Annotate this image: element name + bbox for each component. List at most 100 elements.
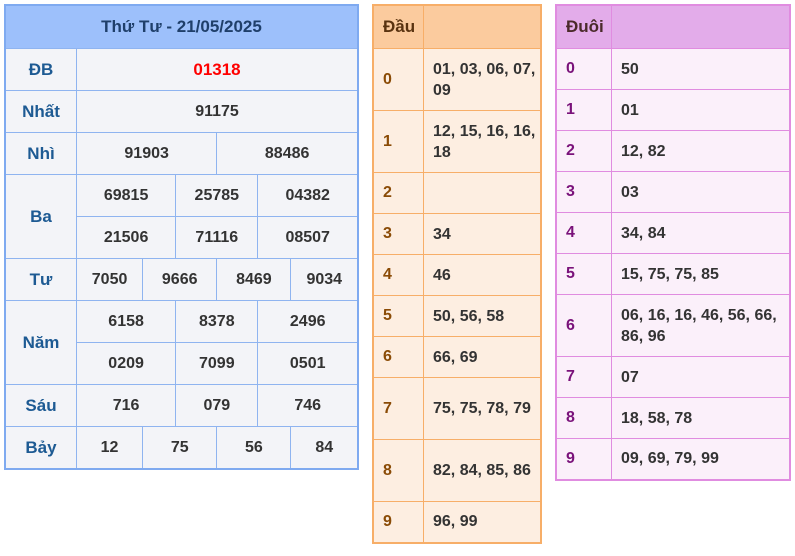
label-db: ĐB xyxy=(4,48,77,91)
prize-db: 01318 xyxy=(76,48,359,91)
dau-row: 8 82, 84, 85, 86 xyxy=(372,439,542,502)
prize-sau: 079 xyxy=(175,384,259,427)
prize-bay: 12 xyxy=(75,426,144,470)
dau-row: 6 66, 69 xyxy=(372,336,542,378)
duoi-digit: 1 xyxy=(555,89,612,131)
duoi-row: 1 01 xyxy=(555,89,791,131)
dau-row: 0 01, 03, 06, 07, 09 xyxy=(372,48,542,111)
results-title: Thứ Tư - 21/05/2025 xyxy=(4,4,359,49)
prize-nam: 8378 xyxy=(175,300,259,343)
duoi-numbers: 15, 75, 75, 85 xyxy=(611,253,791,295)
prize-nam: 6158 xyxy=(75,300,177,343)
duoi-numbers: 09, 69, 79, 99 xyxy=(611,438,791,480)
dau-numbers xyxy=(423,172,542,214)
label-nhi: Nhì xyxy=(4,132,77,175)
prize-ba: 71116 xyxy=(175,216,259,259)
duoi-digit: 8 xyxy=(555,397,612,439)
results-table: Thứ Tư - 21/05/2025 ĐB 01318 Nhất 91175 Nh… xyxy=(4,4,359,470)
dau-row: 5 50, 56, 58 xyxy=(372,295,542,337)
prize-nam: 0501 xyxy=(257,342,359,385)
label-nam: Năm xyxy=(4,300,77,385)
prize-nam: 7099 xyxy=(175,342,259,385)
prize-nhat: 91175 xyxy=(76,90,359,133)
dau-numbers: 50, 56, 58 xyxy=(423,295,542,337)
dau-digit: 2 xyxy=(372,172,424,214)
prize-ba: 04382 xyxy=(257,174,359,217)
dau-numbers: 75, 75, 78, 79 xyxy=(423,377,542,440)
prize-tu: 7050 xyxy=(75,258,144,301)
duoi-table: Đuôi 0 50 1 01 2 12, 82 3 03 4 34, 84 5 15, 75, 75,… xyxy=(555,4,791,481)
duoi-row: 0 50 xyxy=(555,48,791,90)
dau-digit: 4 xyxy=(372,254,424,296)
duoi-digit: 5 xyxy=(555,253,612,295)
label-ba: Ba xyxy=(4,174,77,259)
prize-sau: 746 xyxy=(257,384,359,427)
duoi-numbers: 01 xyxy=(611,89,791,131)
dau-header: Đầu xyxy=(372,4,424,49)
prize-ba: 25785 xyxy=(175,174,259,217)
prize-bay: 84 xyxy=(290,426,359,470)
duoi-row: 7 07 xyxy=(555,356,791,398)
prize-nhi: 88486 xyxy=(216,132,359,175)
prize-ba: 08507 xyxy=(257,216,359,259)
duoi-numbers: 03 xyxy=(611,171,791,213)
dau-table: Đầu 0 01, 03, 06, 07, 09 1 12, 15, 16, 16, … xyxy=(372,4,542,544)
duoi-digit: 0 xyxy=(555,48,612,90)
duoi-digit: 2 xyxy=(555,130,612,172)
dau-numbers: 12, 15, 16, 16, 18 xyxy=(423,110,542,173)
duoi-numbers: 50 xyxy=(611,48,791,90)
dau-header-values xyxy=(423,4,542,49)
dau-digit: 7 xyxy=(372,377,424,440)
duoi-numbers: 12, 82 xyxy=(611,130,791,172)
duoi-numbers: 07 xyxy=(611,356,791,398)
dau-digit: 3 xyxy=(372,213,424,255)
duoi-digit: 7 xyxy=(555,356,612,398)
dau-numbers: 01, 03, 06, 07, 09 xyxy=(423,48,542,111)
label-tu: Tư xyxy=(4,258,77,301)
dau-digit: 0 xyxy=(372,48,424,111)
label-sau: Sáu xyxy=(4,384,77,427)
prize-nam: 0209 xyxy=(75,342,177,385)
dau-digit: 1 xyxy=(372,110,424,173)
prize-tu: 8469 xyxy=(216,258,292,301)
duoi-row: 4 34, 84 xyxy=(555,212,791,254)
dau-numbers: 34 xyxy=(423,213,542,255)
prize-tu: 9034 xyxy=(290,258,359,301)
prize-tu: 9666 xyxy=(142,258,218,301)
duoi-numbers: 06, 16, 16, 46, 56, 66, 86, 96 xyxy=(611,294,791,357)
duoi-row: 9 09, 69, 79, 99 xyxy=(555,438,791,480)
label-bay: Bảy xyxy=(4,426,77,470)
duoi-numbers: 18, 58, 78 xyxy=(611,397,791,439)
duoi-header: Đuôi xyxy=(555,4,612,49)
duoi-row: 5 15, 75, 75, 85 xyxy=(555,253,791,295)
duoi-row: 3 03 xyxy=(555,171,791,213)
prize-sau: 716 xyxy=(75,384,177,427)
dau-row: 2 xyxy=(372,172,542,214)
duoi-numbers: 34, 84 xyxy=(611,212,791,254)
duoi-digit: 4 xyxy=(555,212,612,254)
dau-row: 1 12, 15, 16, 16, 18 xyxy=(372,110,542,173)
prize-bay: 75 xyxy=(142,426,218,470)
prize-nam: 2496 xyxy=(257,300,359,343)
dau-numbers: 66, 69 xyxy=(423,336,542,378)
duoi-digit: 9 xyxy=(555,438,612,480)
dau-digit: 9 xyxy=(372,501,424,543)
dau-digit: 5 xyxy=(372,295,424,337)
dau-digit: 6 xyxy=(372,336,424,378)
dau-row: 3 34 xyxy=(372,213,542,255)
dau-numbers: 82, 84, 85, 86 xyxy=(423,439,542,502)
prize-bay: 56 xyxy=(216,426,292,470)
prize-ba: 69815 xyxy=(75,174,177,217)
dau-digit: 8 xyxy=(372,439,424,502)
duoi-header-values xyxy=(611,4,791,49)
label-nhat: Nhất xyxy=(4,90,77,133)
duoi-row: 8 18, 58, 78 xyxy=(555,397,791,439)
prize-nhi: 91903 xyxy=(75,132,218,175)
duoi-digit: 3 xyxy=(555,171,612,213)
dau-row: 9 96, 99 xyxy=(372,501,542,543)
dau-row: 7 75, 75, 78, 79 xyxy=(372,377,542,440)
dau-numbers: 46 xyxy=(423,254,542,296)
duoi-digit: 6 xyxy=(555,294,612,357)
duoi-row: 6 06, 16, 16, 46, 56, 66, 86, 96 xyxy=(555,294,791,357)
dau-numbers: 96, 99 xyxy=(423,501,542,543)
